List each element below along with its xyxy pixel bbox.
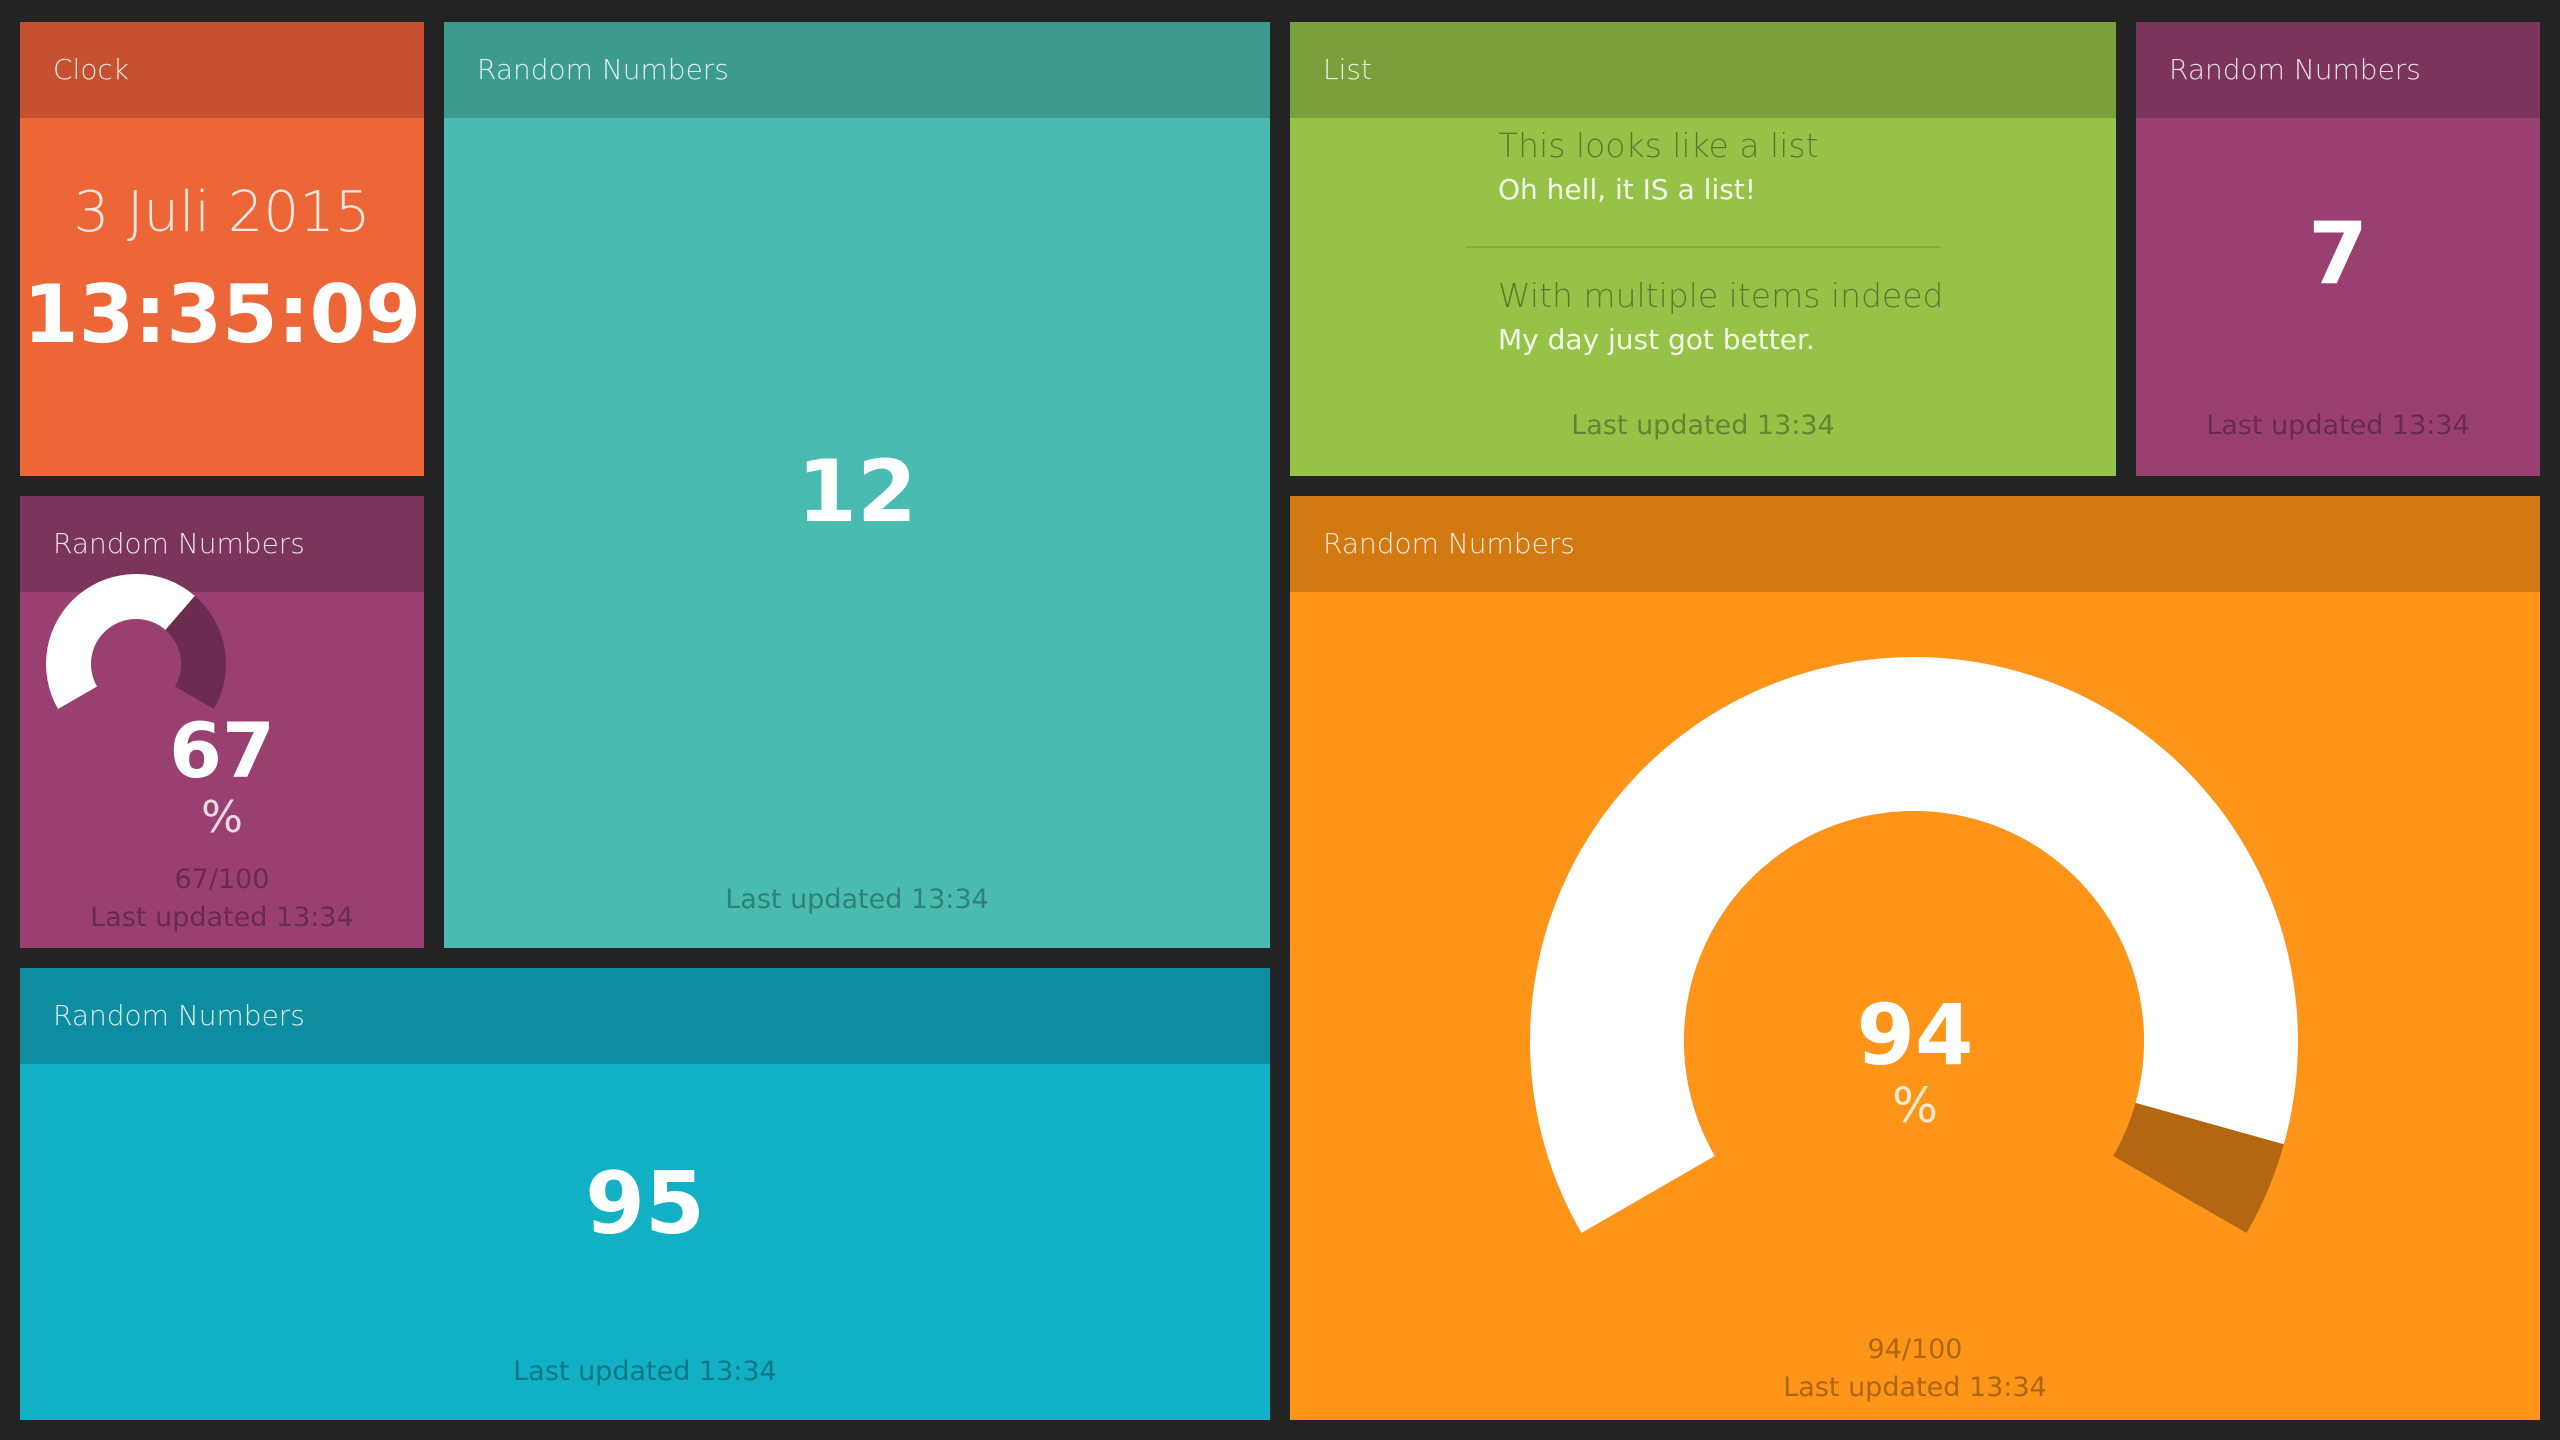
gauge-value: 67 [169, 706, 275, 795]
last-updated: Last updated 13:34 [90, 902, 354, 933]
widget-title: Clock [20, 22, 424, 118]
gauge-fill [45, 573, 195, 709]
gauge-ratio: 67/100 [174, 864, 270, 895]
number-value: 12 [797, 442, 917, 542]
gauge-unit: % [1892, 1078, 1938, 1134]
widget-title: Random Numbers [20, 496, 424, 592]
list-item: With multiple items indeed My day just g… [1498, 276, 1968, 356]
list-item-label: With multiple items indeed [1498, 276, 1944, 315]
clock-widget: Clock 3 Juli 2015 13:35:09 [20, 22, 424, 476]
clock-date: 3 Juli 2015 [73, 180, 371, 245]
widget-title: Random Numbers [1290, 496, 2540, 592]
list-item: This looks like a list Oh hell, it IS a … [1498, 126, 1968, 206]
widget-title: Random Numbers [2136, 22, 2540, 118]
list-item-label: This looks like a list [1498, 126, 1819, 165]
last-updated: Last updated 13:34 [513, 1356, 777, 1387]
gauge-chart [45, 573, 226, 709]
list-divider [1466, 246, 1940, 248]
gauge-unit: % [201, 792, 243, 843]
last-updated: Last updated 13:34 [2206, 410, 2470, 441]
gauge-value: 94 [1856, 986, 1974, 1084]
gauge-chart [1530, 657, 2298, 1233]
list-widget: List This looks like a list Oh hell, it … [1290, 22, 2116, 476]
last-updated: Last updated 13:34 [1783, 1372, 2047, 1403]
widget-title: Random Numbers [20, 968, 1270, 1064]
gauge-ratio: 94/100 [1867, 1334, 1963, 1365]
last-updated: Last updated 13:34 [1571, 410, 1835, 441]
number-value: 7 [2308, 204, 2368, 304]
gauge-fill [1530, 657, 2298, 1233]
clock-time: 13:35:09 [23, 268, 421, 361]
random-number-widget: Random Numbers 12 Last updated 13:34 [444, 22, 1270, 948]
last-updated: Last updated 13:34 [725, 884, 989, 915]
widget-title: List [1290, 22, 2116, 118]
list-item-value: Oh hell, it IS a list! [1498, 173, 1757, 206]
gauge-widget: Random Numbers 94 % 94/100 Last updated … [1290, 496, 2540, 1420]
random-number-widget: Random Numbers 95 Last updated 13:34 [20, 968, 1270, 1420]
list-item-value: My day just got better. [1498, 323, 1815, 356]
random-number-widget: Random Numbers 7 Last updated 13:34 [2136, 22, 2540, 476]
gauge-widget: Random Numbers 67 % 67/100 Last updated … [20, 496, 424, 948]
number-value: 95 [585, 1154, 705, 1254]
widget-title: Random Numbers [444, 22, 1270, 118]
